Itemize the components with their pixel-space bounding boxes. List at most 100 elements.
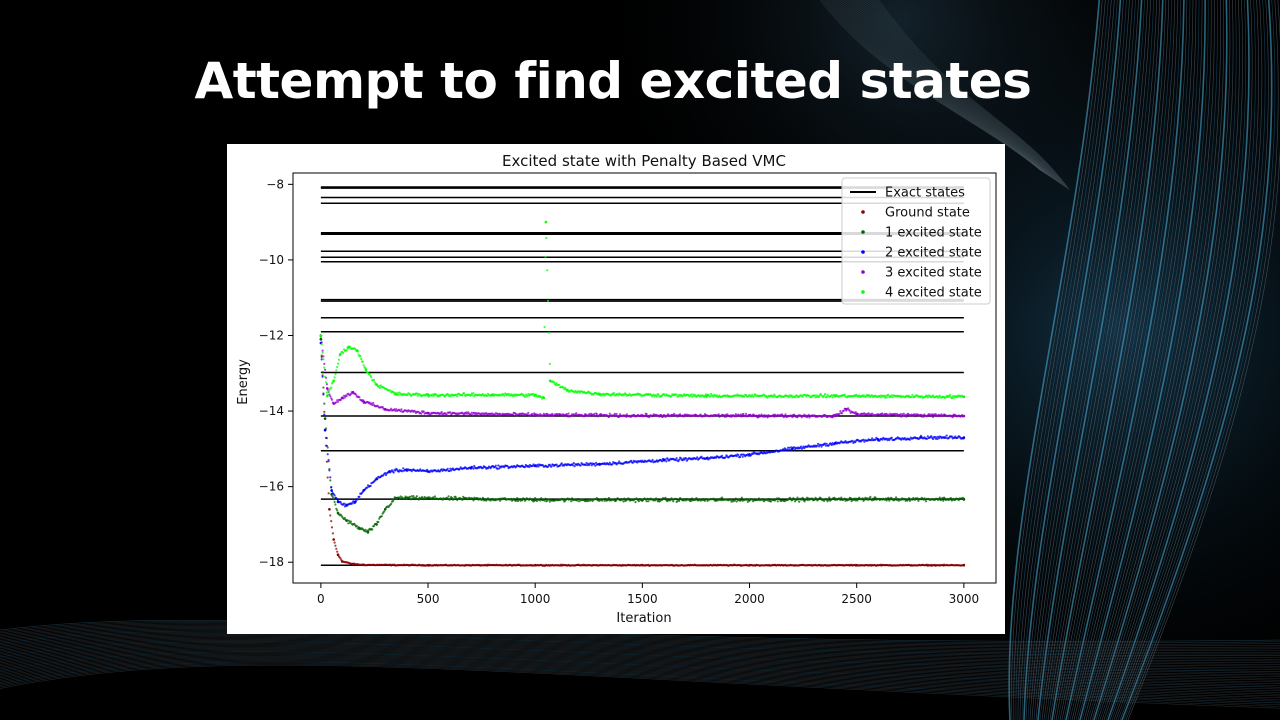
data-point <box>330 486 333 489</box>
data-point <box>398 497 401 500</box>
data-point <box>533 498 537 502</box>
data-point <box>334 372 337 376</box>
data-point <box>571 464 574 467</box>
data-point <box>573 465 576 468</box>
data-point <box>796 496 799 499</box>
data-point <box>775 497 779 500</box>
data-point <box>614 414 617 417</box>
chart-panel: Excited state with Penalty Based VMC Ite… <box>227 144 1005 634</box>
x-tick-label: 500 <box>417 592 440 606</box>
data-point <box>745 498 749 501</box>
data-point <box>326 446 329 449</box>
data-point <box>950 435 953 438</box>
data-point <box>533 413 537 417</box>
data-point <box>498 497 501 500</box>
data-point <box>321 349 324 352</box>
data-point <box>360 357 363 361</box>
data-point <box>618 460 621 463</box>
data-point <box>752 395 755 398</box>
data-point <box>440 410 443 414</box>
data-point <box>740 415 743 418</box>
data-point <box>813 394 816 397</box>
data-point <box>547 498 550 501</box>
data-point <box>827 498 830 502</box>
data-point <box>325 444 328 447</box>
data-point <box>345 519 348 522</box>
series-2 <box>319 341 966 508</box>
data-point <box>622 500 625 503</box>
data-point <box>439 412 442 415</box>
data-point <box>602 392 605 395</box>
data-point <box>962 395 966 398</box>
data-point <box>951 395 954 398</box>
data-point <box>962 414 966 418</box>
data-point <box>924 498 927 501</box>
data-point <box>326 453 329 456</box>
data-point <box>515 499 518 502</box>
data-point <box>332 402 335 405</box>
data-point <box>324 375 327 378</box>
series-4 <box>319 220 966 400</box>
data-point <box>861 497 864 500</box>
data-point <box>441 469 444 472</box>
data-point <box>951 416 954 419</box>
data-point <box>469 413 472 416</box>
data-point <box>719 497 722 500</box>
data-point <box>328 469 331 472</box>
data-point <box>607 415 610 419</box>
data-point <box>349 520 352 523</box>
data-point <box>327 390 330 393</box>
data-point <box>831 396 834 399</box>
data-point <box>511 413 514 416</box>
data-point <box>772 413 775 416</box>
data-point <box>607 496 610 500</box>
data-point <box>748 498 751 502</box>
data-point <box>916 497 919 500</box>
data-point <box>739 499 743 502</box>
data-point <box>843 497 846 500</box>
data-point <box>871 499 874 502</box>
data-point <box>394 469 397 472</box>
data-point <box>543 325 546 329</box>
data-point <box>378 385 381 388</box>
data-point <box>633 498 636 501</box>
data-point <box>674 459 677 462</box>
data-point <box>801 496 804 499</box>
data-point <box>327 492 330 495</box>
data-point <box>619 413 622 416</box>
data-point <box>648 416 651 419</box>
data-point <box>890 436 893 439</box>
data-point <box>936 437 939 441</box>
data-point <box>938 496 941 499</box>
data-point <box>321 375 324 378</box>
data-point <box>762 415 765 418</box>
data-point <box>769 500 773 503</box>
data-point <box>336 365 339 369</box>
data-point <box>847 407 850 410</box>
data-point <box>498 467 501 470</box>
data-point <box>358 495 361 498</box>
data-point <box>839 410 842 413</box>
data-point <box>320 354 323 357</box>
data-point <box>645 413 648 416</box>
data-point <box>548 379 552 383</box>
data-point <box>325 391 328 394</box>
data-point <box>384 472 387 475</box>
data-point <box>608 412 611 415</box>
data-point <box>358 526 361 530</box>
data-point <box>372 524 376 527</box>
x-axis-label: Iteration <box>616 611 671 626</box>
data-point <box>392 391 395 394</box>
series-0 <box>319 338 966 568</box>
data-point <box>913 415 917 418</box>
data-point <box>855 412 858 416</box>
data-point <box>617 394 620 397</box>
data-point <box>723 415 726 418</box>
data-point <box>899 413 902 416</box>
data-point <box>900 415 903 418</box>
data-point <box>390 407 393 410</box>
data-point <box>542 396 546 400</box>
data-point <box>326 387 329 390</box>
data-point <box>364 368 368 371</box>
data-point <box>362 563 365 567</box>
